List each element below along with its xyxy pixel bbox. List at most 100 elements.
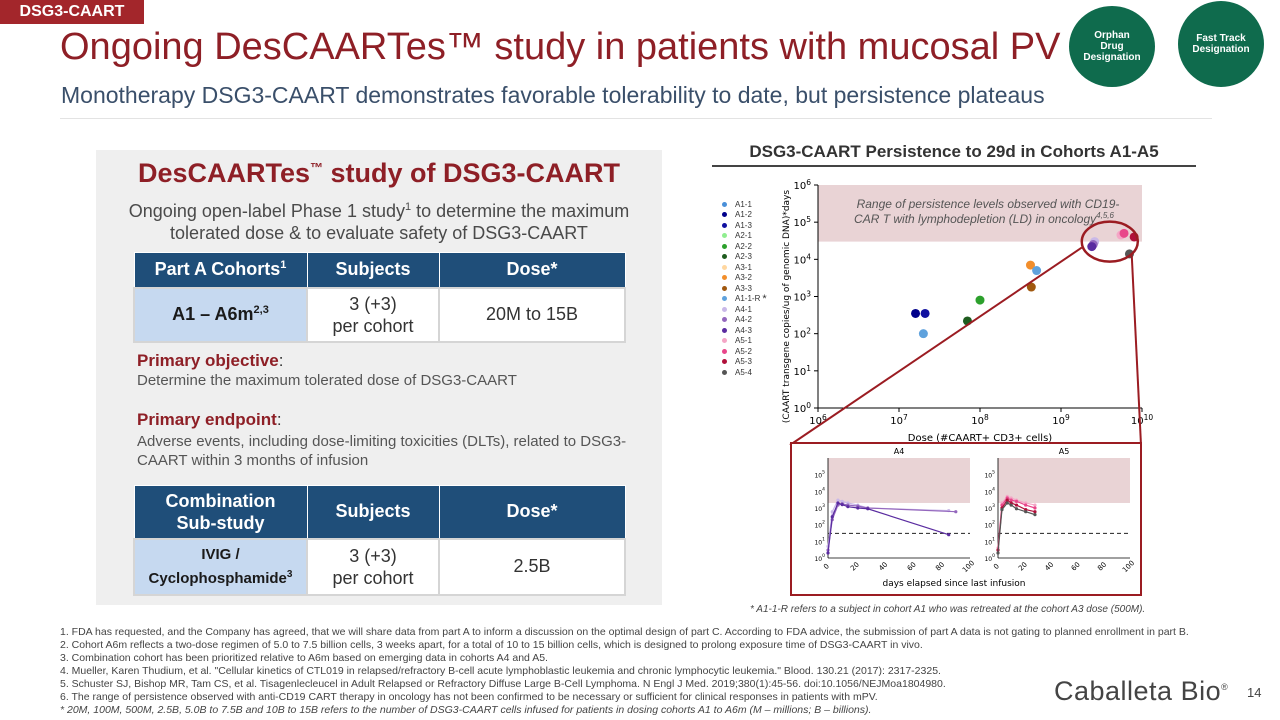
panel-series-point — [830, 515, 834, 519]
footnote-7: * 20M, 100M, 500M, 2.5B, 5.0B to 7.5B an… — [60, 704, 872, 716]
panel-series-point — [840, 499, 844, 503]
legend-item: A3-2 — [722, 273, 767, 284]
primary-objective: Primary objective: Determine the maximum… — [137, 351, 517, 389]
panel-series-point — [947, 533, 951, 537]
panel-series-point — [846, 505, 850, 509]
legend-item: A1-1-R * — [722, 292, 767, 305]
footnotes: 1. FDA has requested, and the Company ha… — [60, 626, 1189, 717]
panel-title: A4 — [894, 447, 905, 456]
combo-header-dose: Dose* — [438, 485, 626, 539]
reference-band — [818, 185, 1142, 242]
legend-item: A2-3 — [722, 252, 767, 263]
legend-marker — [722, 348, 727, 354]
part-a-header-cohorts: Part A Cohorts1 — [133, 252, 308, 288]
panel-x-tick-label: 0 — [822, 562, 831, 571]
data-point — [918, 329, 928, 339]
data-point — [1026, 282, 1036, 292]
combo-dose-cell: 2.5B — [438, 537, 626, 596]
legend-asterisk: * — [762, 292, 767, 305]
panel-y-tick-label: 100 — [984, 553, 995, 563]
panel-y-tick-label: 105 — [814, 470, 825, 480]
panel-y-tick-label: 103 — [984, 503, 995, 513]
panel-y-tick-label: 105 — [984, 470, 995, 480]
legend-marker — [722, 233, 727, 239]
zoom-connector — [1130, 255, 1142, 446]
y-tick-label: 103 — [793, 290, 811, 304]
data-point — [1025, 260, 1035, 270]
legend-label: A1-2 — [735, 210, 752, 220]
panel-series-point — [1033, 503, 1037, 507]
page-subtitle: Monotherapy DSG3-CAART demonstrates favo… — [61, 82, 1045, 108]
panel-series-point — [830, 510, 834, 514]
y-tick-label: 100 — [793, 401, 811, 415]
legend-label: A2-2 — [735, 241, 752, 251]
panel-y-tick-label: 104 — [984, 486, 995, 496]
legend-label: A1-1-R — [735, 294, 761, 304]
chart-legend: A1-1 A1-2 A1-3 A2-1 A2-2 A2-3 A3-1 A3-2 A3-3 A1-1… — [722, 199, 767, 378]
panel-series-point — [1009, 498, 1013, 502]
legend-marker — [722, 222, 727, 228]
panel-series-point — [1033, 510, 1037, 514]
x-tick-label: 1010 — [1131, 413, 1154, 427]
panel-series-point — [1009, 503, 1013, 507]
panel-y-tick-label: 102 — [814, 520, 825, 530]
chart-footnote: * A1-1-R refers to a subject in cohort A… — [750, 604, 1146, 615]
legend-marker — [722, 369, 727, 375]
header-divider — [60, 118, 1212, 119]
legend-label: A3-2 — [735, 273, 752, 283]
legend-item: A5-4 — [722, 367, 767, 378]
legend-label: A1-1 — [735, 199, 752, 209]
legend-label: A2-3 — [735, 252, 752, 262]
data-point — [920, 308, 930, 318]
data-point — [911, 308, 921, 318]
data-point — [975, 295, 985, 305]
panel-series-point — [1000, 508, 1004, 512]
legend-marker — [722, 359, 727, 365]
panel-y-tick-label: 100 — [814, 553, 825, 563]
panel-band — [998, 458, 1130, 503]
x-tick-label: 109 — [1052, 413, 1070, 427]
y-tick-label: 106 — [793, 178, 811, 192]
panel-series-point — [866, 507, 870, 511]
y-axis-label: (CAART transgene copies/ug of genomic DN… — [782, 190, 792, 423]
panel-x-tick-label: 20 — [1017, 561, 1029, 573]
legend-item: A1-3 — [722, 220, 767, 231]
fast-track-badge: Fast Track Designation — [1178, 1, 1264, 87]
legend-item: A5-1 — [722, 336, 767, 347]
panel-series-point — [826, 551, 830, 555]
combo-header-subjects: Subjects — [306, 485, 440, 539]
legend-item: A5-3 — [722, 357, 767, 368]
legend-marker — [722, 285, 727, 291]
footnote-1: 1. FDA has requested, and the Company ha… — [60, 626, 1189, 638]
panel-x-tick-label: 60 — [906, 561, 918, 573]
orphan-drug-badge-label: Orphan Drug Designation — [1083, 30, 1141, 63]
footnote-4: 4. Mueller, Karen Thudium, et al. "Cellu… — [60, 665, 941, 677]
panel-series-point — [954, 510, 958, 514]
y-tick-label: 102 — [793, 327, 811, 341]
legend-label: A5-4 — [735, 367, 752, 377]
footnote-2: 2. Cohort A6m reflects a two-dose regime… — [60, 639, 923, 651]
chart-title: DSG3-CAART Persistence to 29d in Cohorts… — [749, 142, 1159, 161]
x-tick-label: 108 — [971, 413, 989, 427]
x-tick-label: 106 — [809, 413, 827, 427]
legend-label: A5-2 — [735, 346, 752, 356]
legend-marker — [722, 327, 727, 333]
panel-series-point — [1024, 503, 1028, 507]
legend-marker — [722, 306, 727, 312]
legend-marker — [722, 296, 727, 302]
part-a-table: Part A Cohorts1 Subjects Dose* A1 – A6m2… — [133, 252, 626, 343]
legend-item: A3-1 — [722, 262, 767, 273]
chart-title-rule — [712, 165, 1196, 167]
section-tag: DSG3-CAART — [0, 0, 144, 24]
data-point — [1119, 228, 1129, 238]
panel-x-tick-label: 80 — [934, 561, 946, 573]
panel-y-tick-label: 103 — [814, 503, 825, 513]
part-a-dose-cell: 20M to 15B — [438, 286, 626, 343]
panel-y-tick-label: 101 — [814, 536, 825, 546]
footnote-3: 3. Combination cohort has been prioritiz… — [60, 652, 548, 664]
study-description: Ongoing open-label Phase 1 study1 to det… — [128, 201, 630, 243]
panel-series-point — [840, 502, 844, 507]
legend-label: A4-1 — [735, 304, 752, 314]
company-logo: Caballeta Bio® — [1054, 676, 1229, 706]
